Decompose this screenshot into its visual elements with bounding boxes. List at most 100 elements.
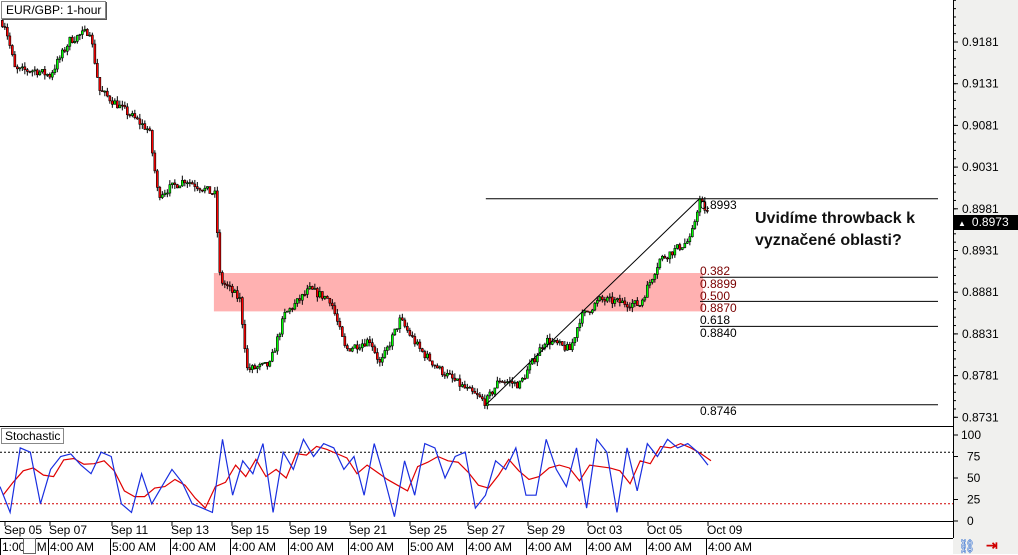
candle [233, 290, 237, 293]
candle [23, 66, 27, 71]
candle [671, 251, 674, 256]
candle [528, 363, 532, 371]
candle [198, 188, 202, 191]
scroll-end-icon[interactable]: ⇥ [986, 537, 998, 553]
candle [683, 243, 687, 248]
candle [458, 378, 462, 387]
candle [326, 296, 329, 299]
fib-price-382: 0.8899 [700, 277, 737, 291]
candle [241, 297, 244, 325]
candle [438, 366, 442, 369]
candle [373, 346, 377, 353]
candle [206, 186, 209, 189]
candle [343, 336, 347, 346]
y-tick-label: 0.8881 [962, 285, 999, 299]
candle [341, 326, 344, 337]
candle [588, 311, 592, 314]
y-tick-label: 0.8931 [962, 244, 999, 258]
stochastic-label: Stochastic [1, 428, 65, 444]
annotation-line: vyznačené oblasti? [755, 232, 902, 249]
candle [168, 184, 172, 194]
candle [78, 34, 82, 36]
candle [426, 353, 429, 359]
candle [593, 302, 597, 311]
candle [273, 350, 277, 353]
time-bar-label: 5:00 AM [110, 539, 157, 555]
candle [228, 285, 232, 287]
candle [606, 297, 609, 302]
link-icon[interactable]: ⛓ [958, 538, 976, 554]
candle [108, 95, 112, 102]
candle [403, 319, 407, 327]
candle [488, 391, 492, 397]
fib-low-label: 0.8746 [700, 404, 737, 418]
candle [356, 344, 359, 350]
candle [226, 284, 229, 286]
candle [348, 348, 352, 352]
candle [333, 305, 337, 315]
candle [176, 184, 179, 189]
candle [238, 297, 242, 299]
candle [383, 350, 387, 358]
candle [171, 182, 174, 185]
candle [616, 298, 619, 301]
candle [476, 393, 479, 396]
candle [151, 130, 154, 154]
candle [413, 336, 417, 345]
candle [203, 187, 207, 192]
candle [558, 341, 562, 344]
candle [61, 49, 64, 59]
candle [243, 324, 247, 349]
candle [281, 318, 284, 335]
candle [268, 360, 272, 367]
candle [503, 381, 507, 384]
x-tick-label: Oct 03 [587, 523, 623, 537]
candle [1, 20, 4, 27]
candle [378, 359, 382, 363]
candle [598, 296, 602, 301]
candle [443, 374, 447, 377]
candle [608, 296, 612, 299]
candle [368, 339, 372, 343]
candle [53, 68, 57, 73]
candle [576, 327, 579, 338]
candle [641, 299, 644, 306]
annotation-text: Uvidíme throwback k vyznačené oblasti? [755, 208, 915, 252]
candle [548, 337, 552, 345]
candle [628, 306, 632, 309]
candle [181, 180, 184, 187]
candle [83, 29, 87, 32]
time-bar-label: 4:00 AM [526, 539, 573, 555]
candle [186, 182, 189, 185]
candle [471, 387, 474, 392]
candle [618, 298, 622, 303]
candle [481, 396, 484, 400]
candle [578, 322, 582, 329]
candle [376, 352, 379, 360]
candle [533, 358, 537, 363]
candle [321, 291, 324, 299]
candle [236, 290, 239, 299]
x-tick-label: Oct 09 [707, 523, 743, 537]
candle [566, 344, 569, 351]
candle [138, 118, 142, 125]
candle [328, 298, 332, 304]
candle [568, 344, 572, 351]
candle [466, 386, 469, 389]
scroll-handle[interactable] [23, 538, 36, 554]
candle [686, 241, 689, 244]
candle [663, 255, 667, 259]
candle [3, 26, 7, 28]
candle [646, 284, 649, 298]
candle [71, 36, 74, 43]
candle [483, 398, 487, 406]
candle [358, 347, 362, 350]
candle [208, 186, 212, 194]
candle [626, 304, 629, 308]
candle [623, 300, 627, 305]
time-bar-label: 4:00 AM [348, 539, 395, 555]
candle [246, 348, 249, 369]
candle [573, 337, 577, 344]
